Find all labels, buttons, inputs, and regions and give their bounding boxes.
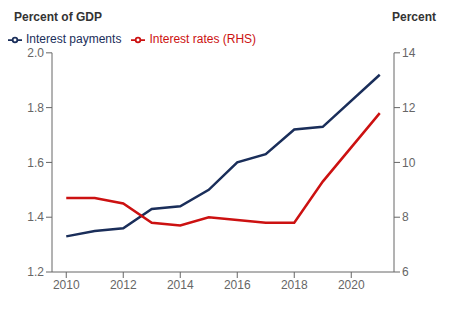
svg-text:1.8: 1.8 <box>27 101 44 115</box>
svg-text:2012: 2012 <box>110 278 137 292</box>
svg-text:8: 8 <box>402 210 409 224</box>
svg-text:1.2: 1.2 <box>27 265 44 279</box>
svg-text:10: 10 <box>402 156 416 170</box>
svg-text:2.0: 2.0 <box>27 46 44 60</box>
svg-text:2020: 2020 <box>338 278 365 292</box>
svg-text:6: 6 <box>402 265 409 279</box>
svg-text:2014: 2014 <box>167 278 194 292</box>
svg-text:1.4: 1.4 <box>27 210 44 224</box>
html-text:Interest payments: Interest payments <box>26 32 122 46</box>
html-text:Percent: Percent <box>392 10 436 24</box>
svg-text:14: 14 <box>402 46 416 60</box>
html-text:Interest rates (RHS): Interest rates (RHS) <box>149 32 257 46</box>
html-text:Percent of GDP: Percent of GDP <box>14 10 102 24</box>
svg-text:1.6: 1.6 <box>27 156 44 170</box>
svg-text:12: 12 <box>402 101 416 115</box>
svg-text:2016: 2016 <box>224 278 251 292</box>
svg-text:2010: 2010 <box>53 278 80 292</box>
svg-text:2018: 2018 <box>281 278 308 292</box>
